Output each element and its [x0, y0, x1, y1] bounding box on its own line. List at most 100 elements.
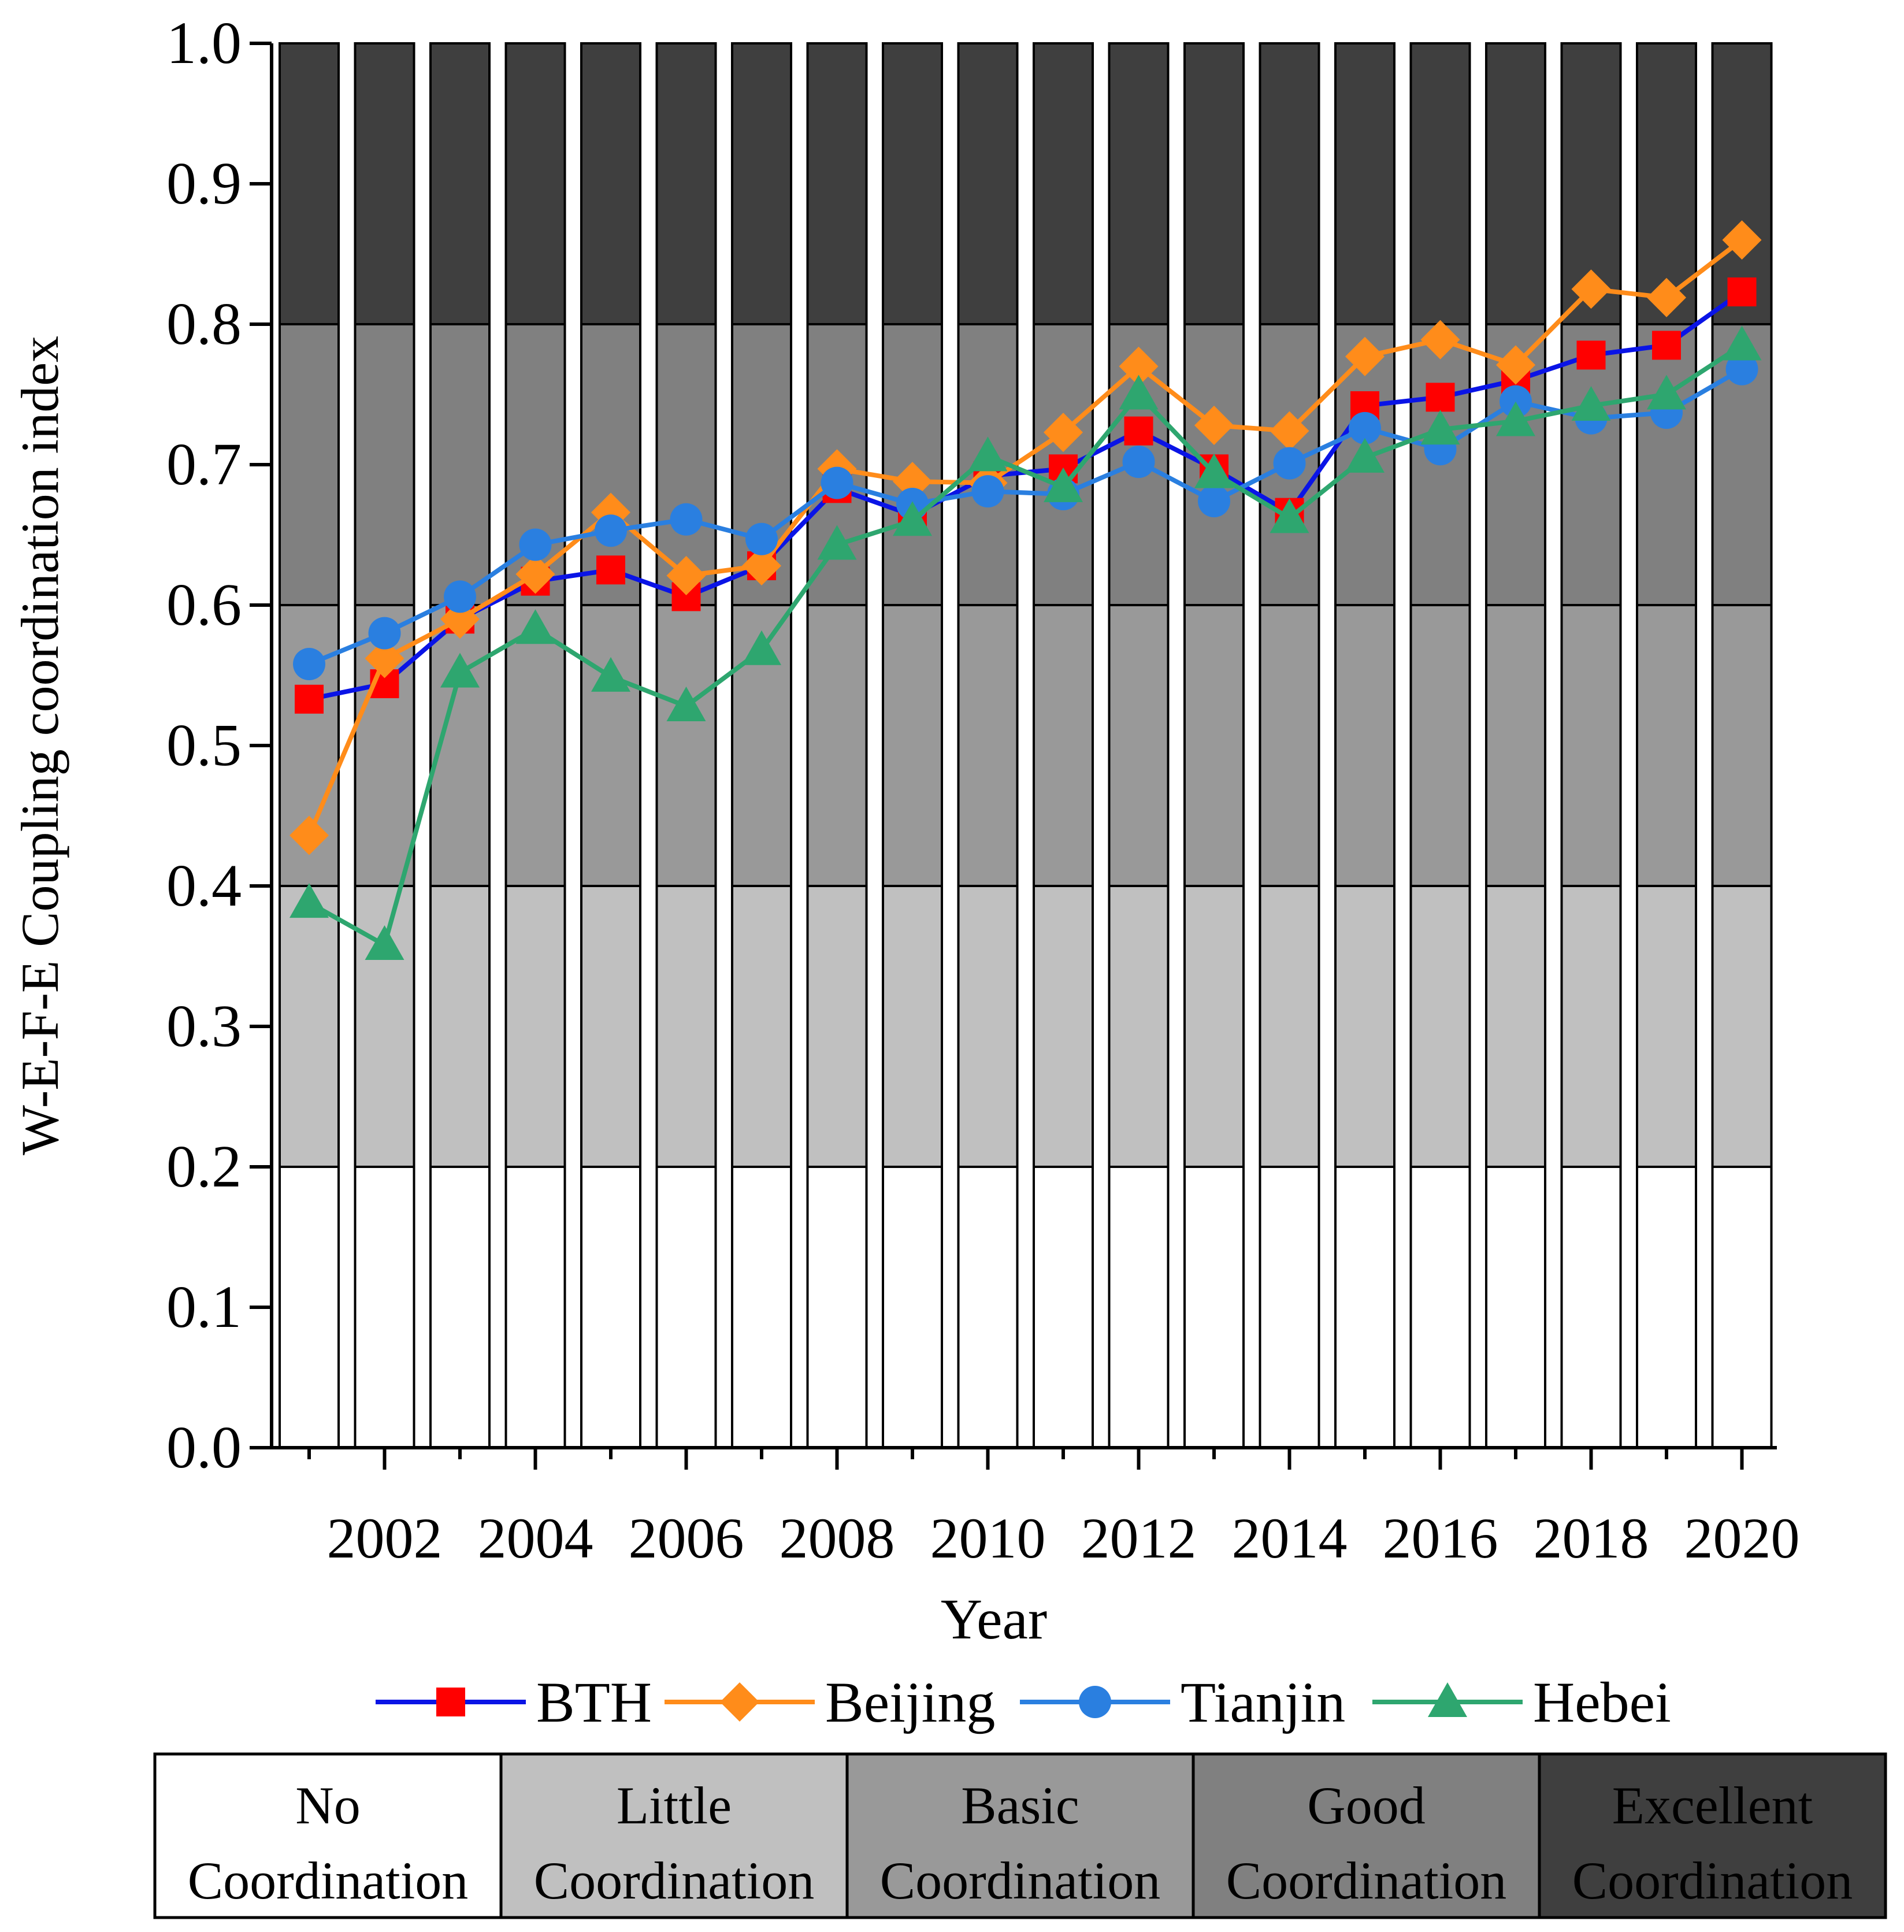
bar-2005-band-0 — [580, 1166, 641, 1449]
bar-2006-band-2 — [655, 604, 717, 887]
bar-2005-band-4 — [580, 42, 641, 325]
point-BTH-2020 — [1727, 277, 1757, 307]
point-Beijing-2014 — [1270, 411, 1309, 451]
bar-2006-band-0 — [655, 1166, 717, 1449]
bar-2008-band-0 — [806, 1166, 868, 1449]
point-Beijing-2006 — [666, 555, 706, 595]
x-ticks: 2002 2004 2006 2008 2010 2012 2014 2016 2018 2020 — [307, 1448, 1800, 1570]
x-tick-label-2004: 2004 — [478, 1506, 593, 1570]
bar-2003-band-0 — [429, 1166, 491, 1449]
x-tick-label-2018: 2018 — [1534, 1506, 1649, 1570]
x-tick-label-2012: 2012 — [1081, 1506, 1197, 1570]
bar-2002-band-0 — [354, 1166, 415, 1449]
bar-2011-band-0 — [1033, 1166, 1094, 1449]
bar-2014-band-4 — [1259, 42, 1320, 325]
bar-2020-band-2 — [1711, 604, 1773, 887]
band-legend-box-1 — [499, 1752, 849, 1919]
bar-2013-band-2 — [1183, 604, 1245, 887]
legend-label-Tianjin: Tianjin — [1181, 1670, 1345, 1734]
point-Tianjin-2005 — [595, 514, 627, 547]
bar-2009-band-2 — [882, 604, 943, 887]
series-Hebei — [290, 325, 1762, 961]
bar-2020-band-4 — [1711, 42, 1773, 325]
point-Hebei-2015 — [1345, 437, 1385, 473]
bar-2014-band-2 — [1259, 604, 1320, 887]
x-tick-label-2014: 2014 — [1232, 1506, 1348, 1570]
point-Beijing-2002 — [365, 639, 404, 678]
y-tick-label-1: 0.1 — [166, 1274, 242, 1340]
bar-2005-band-2 — [580, 604, 641, 887]
point-Tianjin-2004 — [519, 528, 552, 561]
bar-2015-band-0 — [1334, 1166, 1395, 1449]
point-BTH-2018 — [1576, 340, 1606, 370]
bar-2013-band-0 — [1183, 1166, 1245, 1449]
bar-2007-band-1 — [731, 885, 792, 1168]
band-legend-label-1-line2: Coordination — [534, 1851, 815, 1910]
point-Hebei-2020 — [1722, 325, 1762, 361]
point-Hebei-2009 — [893, 501, 932, 536]
point-Hebei-2011 — [1044, 467, 1083, 502]
point-Beijing-2001 — [290, 815, 329, 855]
point-Hebei-2017 — [1496, 401, 1535, 436]
legend-label-Beijing: Beijing — [825, 1670, 995, 1734]
bar-2018-band-1 — [1560, 885, 1622, 1168]
band-legend-box-3 — [1192, 1752, 1541, 1919]
point-Beijing-2018 — [1571, 269, 1611, 309]
bar-2015-band-4 — [1334, 42, 1395, 325]
band-legend-label-0-line2: Coordination — [188, 1851, 469, 1910]
bar-2004-band-0 — [504, 1166, 566, 1449]
legend-marker-Beijing — [720, 1682, 759, 1722]
band-legend-box-0 — [153, 1752, 503, 1919]
point-Hebei-2019 — [1647, 374, 1686, 410]
bar-2011-band-4 — [1033, 42, 1094, 325]
bar-2009-band-4 — [882, 42, 943, 325]
y-tick-label-7: 0.7 — [166, 431, 242, 498]
point-Beijing-2017 — [1496, 345, 1535, 385]
point-Hebei-2004 — [515, 609, 555, 644]
point-Hebei-2014 — [1270, 498, 1309, 533]
point-Beijing-2015 — [1345, 336, 1385, 376]
bar-2015-band-1 — [1334, 885, 1395, 1168]
band-legend-label-4-line2: Coordination — [1572, 1851, 1853, 1910]
point-Beijing-2020 — [1722, 220, 1762, 260]
y-tick-label-10: 1.0 — [166, 10, 242, 76]
band-legend-label-4-line1: Excellent — [1612, 1776, 1813, 1835]
bar-2016-band-4 — [1409, 42, 1471, 325]
point-Hebei-2008 — [817, 525, 857, 560]
band-legend-label-3-line1: Good — [1307, 1776, 1425, 1835]
point-Tianjin-2017 — [1500, 385, 1532, 418]
point-Hebei-2012 — [1119, 374, 1159, 410]
bar-2012-band-2 — [1108, 604, 1170, 887]
bar-2002-band-4 — [354, 42, 415, 325]
x-tick-label-2008: 2008 — [780, 1506, 895, 1570]
x-tick-label-2016: 2016 — [1383, 1506, 1498, 1570]
point-Tianjin-2002 — [368, 617, 401, 650]
legend-label-BTH: BTH — [536, 1670, 652, 1734]
bar-2018-band-0 — [1560, 1166, 1622, 1449]
bar-2019-band-4 — [1636, 42, 1697, 325]
point-BTH-2016 — [1426, 383, 1455, 412]
bar-2003-band-3 — [429, 323, 491, 606]
band-legend-box-4 — [1538, 1752, 1887, 1919]
legend-label-Hebei: Hebei — [1533, 1670, 1671, 1734]
bar-2019-band-0 — [1636, 1166, 1697, 1449]
y-tick-label-4: 0.4 — [166, 852, 242, 919]
bar-2017-band-2 — [1485, 604, 1546, 887]
bar-2013-band-4 — [1183, 42, 1245, 325]
point-Tianjin-2007 — [745, 522, 778, 555]
band-bars — [279, 42, 1773, 1449]
bar-2020-band-1 — [1711, 885, 1773, 1168]
x-tick-label-2006: 2006 — [629, 1506, 744, 1570]
bar-2019-band-3 — [1636, 323, 1697, 606]
point-Hebei-2018 — [1571, 385, 1611, 421]
point-Hebei-2005 — [591, 657, 630, 692]
point-Tianjin-2010 — [971, 475, 1004, 508]
bar-2006-band-1 — [655, 885, 717, 1168]
bar-2019-band-1 — [1636, 885, 1697, 1168]
band-legend-label-2-line2: Coordination — [880, 1851, 1161, 1910]
point-Hebei-2006 — [666, 686, 706, 721]
point-BTH-2012 — [1124, 416, 1153, 446]
point-Tianjin-2020 — [1725, 353, 1758, 385]
band-legend-label-2-line1: Basic — [961, 1776, 1079, 1835]
point-Tianjin-2008 — [821, 466, 853, 499]
